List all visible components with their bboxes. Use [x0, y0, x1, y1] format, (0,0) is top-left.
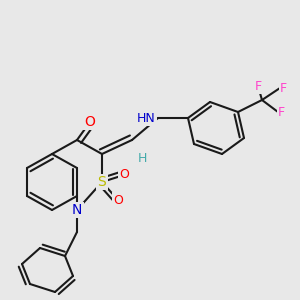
Text: F: F — [254, 80, 262, 92]
Text: O: O — [119, 169, 129, 182]
Text: F: F — [280, 82, 287, 94]
Text: F: F — [278, 106, 285, 118]
Text: O: O — [85, 115, 95, 129]
Text: O: O — [113, 194, 123, 206]
Text: H: H — [137, 152, 147, 164]
Text: N: N — [72, 203, 82, 217]
Text: S: S — [98, 175, 106, 189]
Text: HN: HN — [137, 112, 156, 124]
